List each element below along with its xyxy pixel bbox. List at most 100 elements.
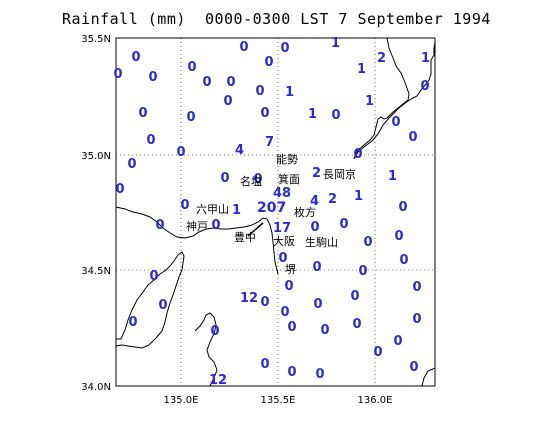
rainfall-value-zero: 0 — [211, 218, 220, 233]
rainfall-value-zero: 0 — [391, 115, 400, 130]
rainfall-value-zero: 0 — [155, 218, 164, 233]
rainfall-value: 1 — [388, 169, 397, 184]
place-name-rokko: 六甲山 — [196, 203, 229, 216]
place-name-meien: 名塩 — [240, 174, 262, 188]
rainfall-value-zero: 0 — [350, 289, 359, 304]
rainfall-value: 7 — [265, 135, 274, 150]
rainfall-value-zero: 0 — [393, 334, 402, 349]
rainfall-value-zero: 0 — [313, 297, 322, 312]
y-tick-label: 34.0N — [81, 382, 111, 393]
rainfall-value-zero: 0 — [420, 79, 429, 94]
rainfall-value: 2 — [312, 166, 321, 181]
place-name-osaka: 大阪 — [273, 234, 295, 248]
rainfall-value-zero: 0 — [412, 280, 421, 295]
rainfall-value: 4 — [235, 143, 244, 158]
rainfall-value-zero: 0 — [131, 50, 140, 65]
rainfall-value: 1 — [357, 62, 366, 77]
rainfall-value: 1 — [354, 189, 363, 204]
rainfall-value-zero: 0 — [253, 172, 262, 187]
rainfall-value-zero: 0 — [278, 251, 287, 266]
place-name-ikoma: 生駒山 — [305, 235, 338, 249]
rainfall-value-zero: 0 — [146, 133, 155, 148]
coast-fragment-east — [421, 367, 436, 387]
rainfall-value: 1 — [365, 94, 374, 109]
rainfall-value-zero: 0 — [398, 200, 407, 215]
rainfall-value-zero: 0 — [339, 217, 348, 232]
x-tick-label: 136.0E — [358, 395, 393, 406]
rainfall-value-zero: 0 — [315, 367, 324, 382]
place-name-toyonaka: 豊中 — [234, 231, 256, 244]
axis-labels: 135.0E 135.5E 136.0E 35.5N 35.0N 34.5N 3… — [81, 34, 392, 406]
rainfall-value-zero: 0 — [287, 320, 296, 335]
osaka-bay-north-coast — [115, 206, 279, 275]
rainfall-value-zero: 0 — [128, 315, 137, 330]
x-tick-label: 135.0E — [164, 395, 199, 406]
rainfall-values: 1 2 1 1 1 1 1 4 7 2 1 48 4 2 1 1 207 17 … — [209, 36, 430, 388]
rainfall-value-zero: 0 — [226, 75, 235, 90]
kii-west-coast — [194, 312, 218, 387]
rainfall-value-zero: 0 — [352, 317, 361, 332]
rainfall-value: 1 — [232, 203, 241, 218]
rainfall-value-zero: 0 — [373, 345, 382, 360]
place-name-hirakata: 枚方 — [294, 205, 316, 219]
rainfall-value: 12 — [240, 291, 258, 306]
rainfall-value-zero: 0 — [264, 55, 273, 70]
rainfall-value-zero: 0 — [255, 84, 264, 99]
rainfall-value-zero: 0 — [394, 229, 403, 244]
map-title: Rainfall (mm) 0000-0300 LST 7 September … — [62, 10, 491, 28]
rainfall-value-zero: 0 — [408, 130, 417, 145]
rainfall-value-zero: 0 — [210, 324, 219, 339]
rainfall-value-zero: 0 — [363, 235, 372, 250]
rainfall-value: 2 — [377, 51, 386, 66]
y-tick-label: 35.0N — [81, 151, 111, 162]
rainfall-value-zero: 0 — [158, 298, 167, 313]
rainfall-value-zero: 0 — [353, 147, 362, 162]
station-marker-line — [247, 222, 264, 237]
place-name-noseh: 能勢 — [276, 152, 298, 166]
y-tick-label: 35.5N — [81, 34, 111, 45]
rainfall-value-zero: 0 — [310, 220, 319, 235]
rainfall-value-zero: 0 — [176, 145, 185, 160]
rainfall-value-zero: 0 — [186, 110, 195, 125]
rainfall-value: 1 — [285, 85, 294, 100]
rainfall-value-zero: 0 — [280, 41, 289, 56]
rainfall-value-zero: 0 — [187, 60, 196, 75]
rainfall-value: 12 — [209, 373, 227, 388]
place-name-sakai: 堺 — [285, 263, 296, 276]
place-name-minoh: 箕面 — [278, 172, 300, 186]
rainfall-value-zero: 0 — [320, 323, 329, 338]
rainfall-value-zero: 0 — [284, 279, 293, 294]
rainfall-value-zero: 0 — [412, 312, 421, 327]
rainfall-value-zero: 0 — [148, 70, 157, 85]
rainfall-value-zero: 0 — [280, 305, 289, 320]
coastlines — [115, 37, 436, 387]
rainfall-value-zero: 0 — [113, 67, 122, 82]
rainfall-value-zero: 0 — [287, 365, 296, 380]
rainfall-value: 2 — [328, 192, 337, 207]
rainfall-value-zero: 0 — [260, 106, 269, 121]
rainfall-value-zero: 0 — [180, 198, 189, 213]
rainfall-value-zero: 0 — [312, 260, 321, 275]
rainfall-value-zero: 0 — [115, 182, 124, 197]
rainfall-value-zero: 0 — [223, 94, 232, 109]
rainfall-value-zero: 0 — [399, 253, 408, 268]
rainfall-value-zero: 0 — [127, 157, 136, 172]
place-names: 能勢 箕面 長岡京 名塩 六甲山 枚方 神戸 豊中 大阪 生駒山 堺 — [186, 152, 356, 276]
map-frame — [115, 37, 436, 387]
rainfall-value-zero: 0 — [202, 75, 211, 90]
rainfall-value-zero: 0 — [239, 40, 248, 55]
rainfall-value: 207 — [257, 200, 286, 216]
awaji-island — [115, 251, 185, 349]
rainfall-value: 1 — [331, 36, 340, 51]
rainfall-value-zero: 0 — [409, 360, 418, 375]
rainfall-value: 17 — [273, 221, 291, 236]
rainfall-value-zero: 0 — [220, 171, 229, 186]
rainfall-value-zero: 0 — [331, 108, 340, 123]
rainfall-value: 1 — [308, 107, 317, 122]
rainfall-value-zero: 0 — [260, 357, 269, 372]
rainfall-value: 48 — [273, 186, 291, 201]
place-name-kobe: 神戸 — [186, 219, 208, 233]
rainfall-value-zero: 0 — [358, 264, 367, 279]
x-tick-label: 135.5E — [261, 395, 296, 406]
